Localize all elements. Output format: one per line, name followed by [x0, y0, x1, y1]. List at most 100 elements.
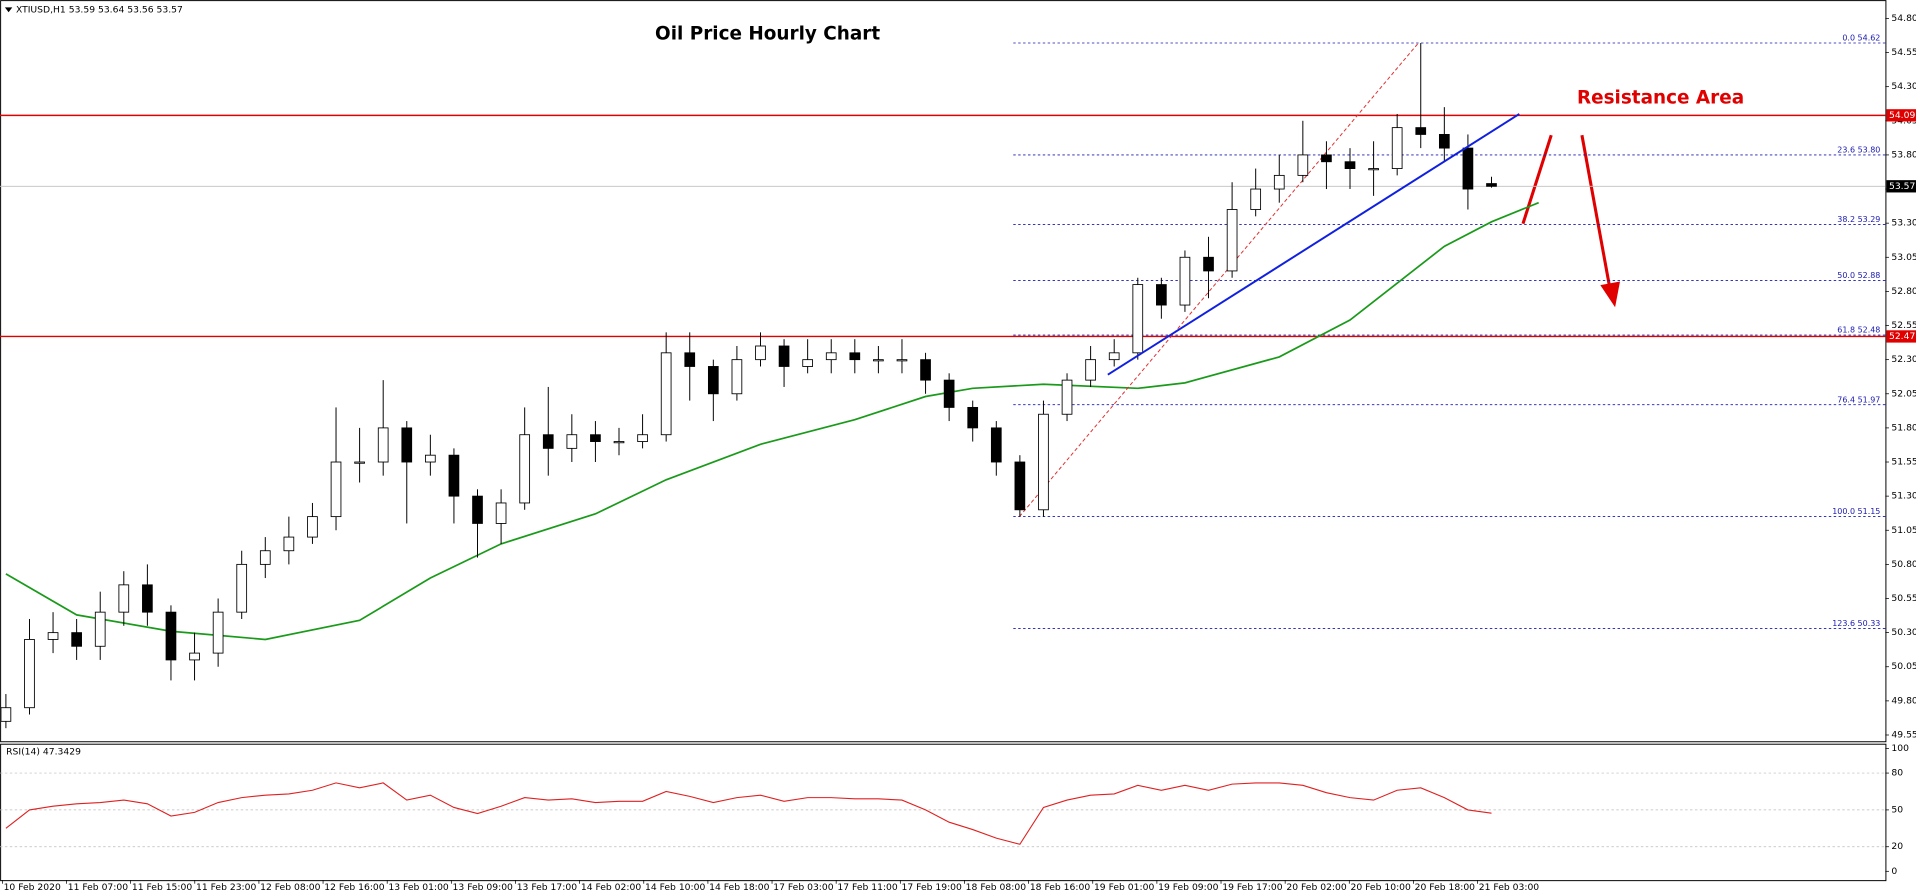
y-tick-label: 51.30 [1891, 491, 1916, 502]
y-tick-label: 54.30 [1891, 81, 1916, 92]
y-tick-label: 50.55 [1891, 593, 1916, 604]
y-tick-label: 50.80 [1891, 559, 1916, 570]
rsi-tick-label: 100 [1891, 743, 1909, 754]
y-tick-label: 50.30 [1891, 627, 1916, 638]
candle-body [1156, 284, 1167, 306]
y-tick-label: 54.80 [1891, 13, 1916, 24]
candle-body [1179, 256, 1191, 306]
candle-body [259, 550, 271, 565]
candle-body [990, 427, 1002, 463]
candle-body [1462, 147, 1474, 190]
candle-body [566, 434, 578, 449]
candle-body [849, 352, 861, 361]
rsi-title: RSI(14) 47.3429 [6, 747, 81, 758]
rsi-line [5, 782, 1492, 845]
candle-body [377, 427, 389, 463]
fib-label: 100.0 51.15 [1832, 507, 1880, 516]
candle-body [47, 632, 59, 640]
fib-label: 50.0 52.88 [1837, 271, 1880, 280]
hline-label: 52.47 [1889, 331, 1915, 342]
x-tick-label: 20 Feb 18:00 [1415, 882, 1476, 893]
candle-body [825, 352, 837, 361]
x-tick-label: 17 Feb 03:00 [773, 882, 834, 893]
candle-body [1344, 161, 1356, 169]
fib-label: 61.8 52.48 [1837, 326, 1880, 335]
candle-body [472, 495, 483, 524]
y-tick-label: 52.05 [1891, 388, 1916, 399]
x-tick-label: 17 Feb 11:00 [837, 882, 898, 893]
candle-body [1368, 168, 1379, 171]
x-tick-label: 11 Feb 15:00 [132, 882, 193, 893]
fib-label: 23.6 53.80 [1837, 145, 1880, 154]
candle-body [71, 632, 82, 647]
y-tick-label: 51.05 [1891, 525, 1916, 536]
candle-body [236, 563, 248, 613]
current-price-tag [1886, 180, 1916, 193]
y-tick-label: 52.80 [1891, 286, 1916, 297]
x-tick-label: 14 Feb 18:00 [709, 882, 770, 893]
annotation: Resistance Area [1577, 87, 1744, 108]
chart-title: Oil Price Hourly Chart [655, 23, 880, 44]
candle-body [542, 434, 554, 449]
x-tick-label: 10 Feb 2020 [4, 882, 61, 893]
x-tick-label: 19 Feb 01:00 [1094, 882, 1155, 893]
x-tick-label: 21 Feb 03:00 [1479, 882, 1540, 893]
arrow-head [1600, 281, 1621, 308]
candle-body [519, 434, 531, 504]
candle-body [590, 434, 601, 442]
chart-layer: 54.8054.5554.3054.0553.8053.5553.3053.05… [0, 13, 1916, 893]
candle-body [165, 611, 177, 661]
x-tick-label: 14 Feb 10:00 [645, 882, 706, 893]
candle-body [212, 611, 224, 654]
x-tick-label: 11 Feb 23:00 [196, 882, 257, 893]
candle-body [1273, 174, 1285, 190]
candle-body [495, 502, 507, 524]
header: XTIUSD,H1 53.59 53.64 53.56 53.57 [16, 4, 183, 15]
x-tick-label: 20 Feb 10:00 [1351, 882, 1412, 893]
x-tick-label: 11 Feb 07:00 [68, 882, 129, 893]
candle-body [1061, 379, 1073, 415]
candle-body [707, 366, 719, 395]
candle-body [1014, 461, 1026, 511]
candle-body [1486, 183, 1497, 187]
x-tick-label: 20 Feb 02:00 [1286, 882, 1347, 893]
x-tick-label: 18 Feb 08:00 [966, 882, 1027, 893]
header-icon [4, 7, 13, 13]
candle-body [307, 516, 318, 538]
candle-body [283, 536, 295, 552]
x-tick-label: 17 Feb 19:00 [902, 882, 963, 893]
candle-body [1438, 134, 1450, 149]
candle-body [637, 434, 648, 442]
candle-body [1415, 127, 1427, 135]
x-tick-label: 14 Feb 02:00 [581, 882, 642, 893]
candle-body [1321, 154, 1332, 163]
rsi-tick-label: 80 [1891, 768, 1903, 779]
candle-body [354, 461, 365, 464]
x-tick-label: 13 Feb 01:00 [388, 882, 449, 893]
candle-body [1108, 352, 1120, 361]
x-tick-label: 19 Feb 09:00 [1158, 882, 1219, 893]
rsi-tick-label: 20 [1891, 841, 1903, 852]
candle-body [896, 359, 908, 362]
candle-body [943, 379, 955, 408]
y-tick-label: 53.05 [1891, 252, 1916, 263]
candle-body [873, 359, 884, 362]
candle-body [94, 611, 106, 647]
x-tick-label: 19 Feb 17:00 [1222, 882, 1283, 893]
fib-swing [1019, 42, 1419, 517]
hline-tag [1886, 330, 1916, 343]
candle-body [1203, 256, 1214, 272]
y-tick-label: 49.55 [1891, 729, 1916, 740]
main-panel [0, 0, 1887, 743]
x-tick-label: 13 Feb 09:00 [453, 882, 514, 893]
y-tick-label: 51.55 [1891, 457, 1916, 468]
moving-average [5, 201, 1539, 641]
rsi-tick-label: 0 [1891, 866, 1897, 877]
arrow-down [1580, 134, 1612, 291]
candle-body [1391, 127, 1403, 169]
fib-label: 123.6 50.33 [1832, 619, 1880, 628]
y-tick-label: 53.80 [1891, 149, 1916, 160]
fib-label: 0.0 54.62 [1842, 34, 1880, 43]
